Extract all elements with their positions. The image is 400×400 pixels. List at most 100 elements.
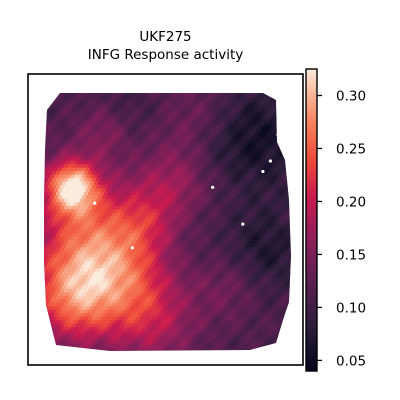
- spot: [77, 181, 83, 186]
- spot: [173, 146, 179, 152]
- spot: [267, 108, 273, 114]
- spot: [211, 302, 217, 308]
- spot: [63, 205, 69, 211]
- spot: [181, 264, 187, 270]
- spot: [241, 285, 247, 290]
- spot: [105, 104, 111, 110]
- spot: [107, 143, 113, 148]
- spot: [211, 219, 217, 224]
- spot: [47, 122, 53, 127]
- spot: [269, 292, 275, 297]
- spot: [121, 222, 127, 228]
- spot: [203, 302, 209, 308]
- spot: [175, 136, 181, 141]
- spot: [225, 160, 231, 166]
- spot: [165, 139, 171, 145]
- spot: [273, 333, 279, 339]
- spot: [203, 253, 209, 259]
- spot: [93, 229, 99, 235]
- spot: [199, 177, 205, 183]
- spot: [77, 340, 83, 346]
- spot: [135, 129, 141, 134]
- spot: [147, 246, 153, 252]
- spot: [253, 98, 259, 103]
- spot: [175, 122, 181, 127]
- spot: [165, 188, 171, 193]
- spot: [267, 246, 273, 252]
- spot: [71, 246, 77, 252]
- spot: [147, 198, 153, 204]
- spot: [279, 233, 285, 238]
- spot: [267, 163, 273, 169]
- spot: [279, 212, 285, 218]
- spot: [113, 285, 119, 290]
- spot: [153, 229, 159, 235]
- spot: [239, 274, 245, 280]
- spot: [167, 156, 173, 162]
- spot: [81, 139, 87, 145]
- spot: [79, 330, 85, 335]
- spot: [287, 260, 291, 266]
- spot: [175, 330, 181, 335]
- spot: [211, 253, 217, 259]
- spot: [143, 191, 149, 197]
- spot: [159, 295, 165, 301]
- spot: [85, 215, 91, 221]
- spot: [149, 139, 155, 145]
- spot: [117, 188, 123, 193]
- spot: [243, 246, 249, 252]
- spot: [193, 118, 199, 124]
- spot: [195, 170, 201, 176]
- spot: [247, 122, 253, 127]
- spot: [265, 326, 271, 332]
- spot: [55, 226, 61, 231]
- spot: [89, 160, 95, 166]
- spot: [227, 302, 233, 308]
- spot: [221, 292, 227, 297]
- spot: [101, 111, 107, 117]
- spot: [97, 181, 103, 186]
- spot: [173, 111, 179, 117]
- spot: [167, 191, 173, 197]
- spot: [177, 160, 183, 166]
- spot: [247, 233, 253, 238]
- spot: [169, 208, 175, 214]
- spot: [103, 101, 109, 107]
- spot: [125, 222, 131, 228]
- spot: [251, 150, 257, 155]
- spot: [53, 111, 59, 117]
- spot: [159, 343, 165, 349]
- spot: [55, 260, 61, 266]
- spot: [259, 246, 265, 252]
- spot: [233, 181, 239, 186]
- spot: [185, 139, 191, 145]
- spot: [275, 233, 281, 238]
- spot: [109, 139, 115, 145]
- spot: [111, 323, 117, 328]
- spot: [167, 288, 173, 294]
- spot: [251, 246, 257, 252]
- spot: [199, 337, 205, 342]
- spot: [271, 212, 277, 218]
- spot: [97, 132, 103, 138]
- spot: [193, 98, 199, 103]
- spot: [99, 316, 105, 321]
- spot: [139, 101, 145, 107]
- spot: [273, 174, 279, 179]
- spot: [265, 333, 271, 339]
- spot: [153, 333, 159, 339]
- spot: [269, 118, 275, 124]
- spot: [53, 146, 59, 152]
- spot: [235, 136, 241, 141]
- spot: [73, 292, 79, 297]
- spot: [113, 188, 119, 193]
- spot: [101, 201, 107, 207]
- spot: [61, 340, 67, 346]
- spot: [235, 330, 241, 335]
- spot: [113, 298, 119, 304]
- spot: [63, 253, 69, 259]
- spot: [109, 160, 115, 166]
- spot: [137, 118, 143, 124]
- spot: [65, 208, 71, 214]
- spot: [67, 246, 73, 252]
